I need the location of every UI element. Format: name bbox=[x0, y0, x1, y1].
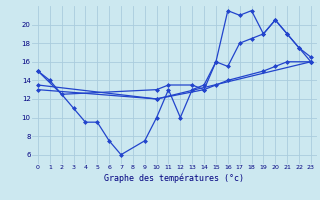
X-axis label: Graphe des températures (°c): Graphe des températures (°c) bbox=[104, 173, 244, 183]
